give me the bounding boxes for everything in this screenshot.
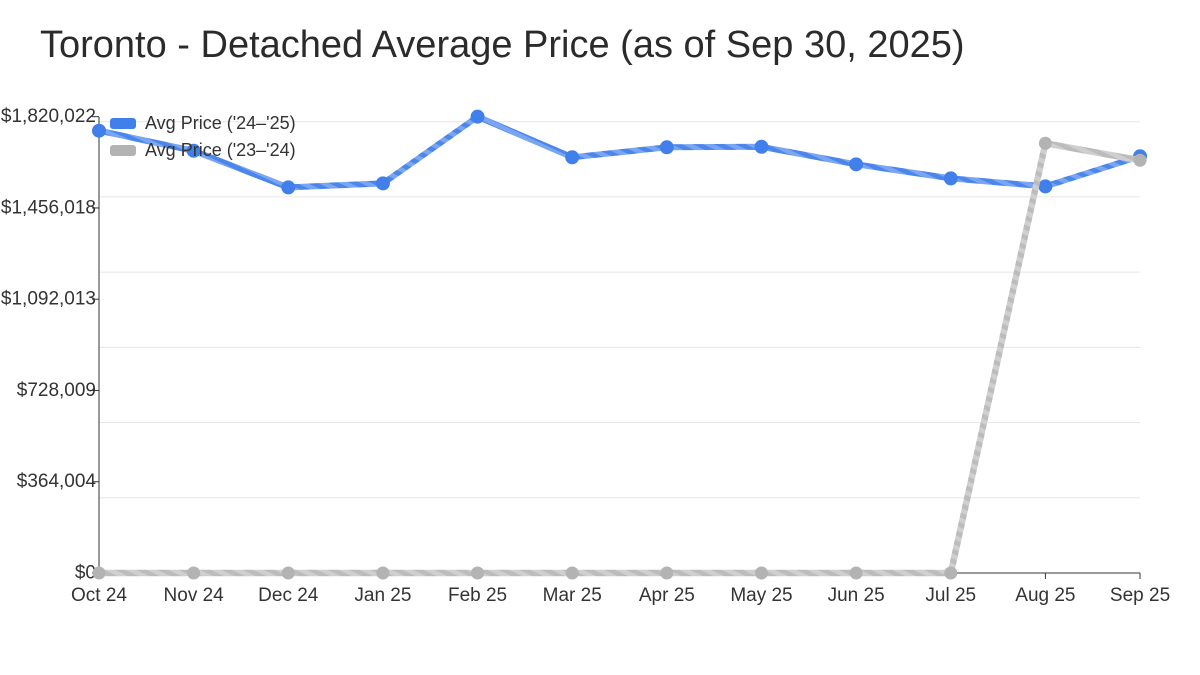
y-tick-label: $364,004 — [17, 471, 97, 492]
data-point-24-25[interactable] — [565, 150, 580, 165]
series-line-24-25 — [96, 113, 1143, 191]
legend-label-24-25: Avg Price ('24–'25) — [145, 113, 296, 133]
y-tick-label: $1,820,022 — [1, 106, 96, 127]
x-tick-label: Dec 24 — [258, 585, 319, 606]
x-tick-label: Mar 25 — [543, 585, 602, 606]
legend: Avg Price ('24–'25) Avg Price ('23–'24) — [110, 110, 296, 164]
data-point-23-24[interactable] — [376, 566, 390, 580]
x-tick-label: Oct 24 — [71, 585, 127, 606]
y-tick-label: $1,456,018 — [1, 197, 96, 218]
data-point-23-24[interactable] — [944, 566, 958, 580]
data-point-24-25[interactable] — [470, 109, 485, 124]
legend-label-23-24: Avg Price ('23–'24) — [145, 140, 296, 160]
x-tick-label: Aug 25 — [1015, 585, 1075, 606]
data-point-23-24[interactable] — [754, 566, 768, 580]
data-point-24-25[interactable] — [281, 180, 296, 195]
x-tick-label: May 25 — [730, 585, 792, 606]
x-tick-label: Jun 25 — [828, 585, 885, 606]
data-point-23-24[interactable] — [187, 566, 201, 580]
x-tick-label: Sep 25 — [1110, 585, 1170, 606]
y-tick-label: $1,092,013 — [1, 289, 96, 310]
series-line-23-24 — [95, 140, 1144, 577]
x-tick-label: Feb 25 — [448, 585, 507, 606]
legend-item-avg-price-24-25[interactable]: Avg Price ('24–'25) — [110, 110, 296, 137]
legend-swatch-24-25-icon — [110, 118, 136, 129]
x-tick-label: Nov 24 — [164, 585, 225, 606]
x-tick-label: Apr 25 — [639, 585, 695, 606]
data-point-23-24[interactable] — [849, 566, 863, 580]
data-point-24-25[interactable] — [1038, 179, 1053, 194]
legend-swatch-23-24-icon — [110, 145, 136, 156]
data-point-24-25[interactable] — [92, 123, 106, 138]
y-tick-label: $728,009 — [17, 380, 96, 401]
data-point-24-25[interactable] — [849, 157, 864, 172]
data-point-24-25[interactable] — [186, 143, 201, 158]
data-point-23-24[interactable] — [1038, 136, 1052, 150]
data-point-24-25[interactable] — [375, 176, 390, 191]
data-point-23-24[interactable] — [471, 566, 485, 580]
data-point-23-24[interactable] — [92, 566, 106, 580]
x-tick-label: Jan 25 — [354, 585, 411, 606]
x-tick-label: Jul 25 — [925, 585, 976, 606]
y-tick-label: $0 — [75, 563, 96, 584]
data-point-24-25[interactable] — [754, 139, 769, 154]
data-point-24-25[interactable] — [943, 171, 958, 186]
data-point-23-24[interactable] — [281, 566, 295, 580]
legend-item-avg-price-23-24[interactable]: Avg Price ('23–'24) — [110, 137, 296, 164]
data-point-23-24[interactable] — [660, 566, 674, 580]
data-point-23-24[interactable] — [565, 566, 579, 580]
data-point-24-25[interactable] — [659, 140, 674, 155]
chart-title: Toronto - Detached Average Price (as of … — [40, 24, 965, 66]
data-point-23-24[interactable] — [1133, 153, 1147, 167]
